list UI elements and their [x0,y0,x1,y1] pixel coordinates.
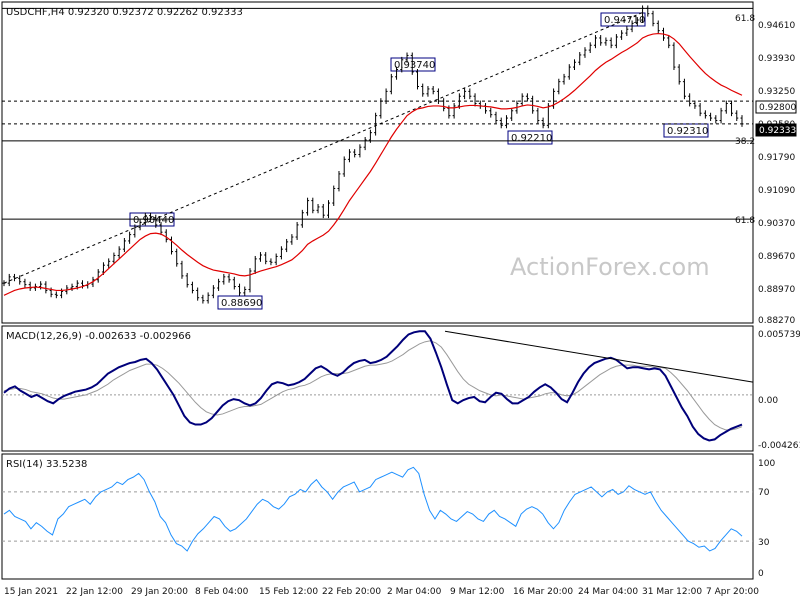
macd-series [2,330,754,442]
annotation-92210: 0.92210 [511,133,552,144]
xtick-5: 22 Feb 20:00 [322,587,381,597]
price-ytick-4: 0.91790 [758,153,795,163]
price-ytick-9: 0.88270 [758,316,795,326]
annotation-88690: 0.88690 [221,298,262,309]
annotation-93740: 0.93740 [394,60,435,71]
xtick-3: 8 Feb 04:00 [195,587,249,597]
rsi-ytick-0: 100 [758,459,775,469]
price-ytick-7: 0.89670 [758,252,795,262]
macd-ytick-0: 0.005739 [758,330,800,340]
price-guides [2,7,753,284]
price-series [2,5,744,304]
xtick-10: 31 Mar 12:00 [642,587,702,597]
fib-label-top: 61.8 [735,14,755,24]
price-ytick-2: 0.93250 [758,87,795,97]
fib-label-low: 61.8 [735,216,755,226]
xtick-4: 15 Feb 12:00 [259,587,318,597]
price-ytick-5: 0.91090 [758,186,795,196]
price-panel-frame [1,1,754,324]
price-trendline [3,11,644,284]
rsi-line [3,466,743,552]
rsi-ytick-3: 0 [758,569,764,579]
annotation-box-88690 [217,295,263,310]
price-ytick-1: 0.93930 [758,54,795,64]
moving-average [3,32,743,296]
rsi-panel-frame [1,453,754,580]
macd-trendline [444,330,754,383]
rsi-series [2,466,753,552]
xtick-9: 24 Mar 04:00 [578,587,638,597]
macd-panel-title: MACD(12,26,9) -0.002633 -0.002966 [6,331,191,342]
xtick-8: 16 Mar 20:00 [513,587,573,597]
price-panel-title: USDCHF,H4 0.92320 0.92372 0.92262 0.9233… [6,7,243,18]
macd-line [3,330,743,442]
rsi-panel-title: RSI(14) 33.5238 [6,459,87,470]
annotation-92310: 0.92310 [667,126,708,137]
macd-ytick-1: 0.00 [758,396,778,406]
price-ytick-8: 0.88970 [758,285,795,295]
xtick-6: 2 Mar 04:00 [387,587,442,597]
xtick-2: 29 Jan 20:00 [131,587,188,597]
macd-panel-frame [1,325,754,452]
level-tag-current: 0.92333 [759,126,796,136]
macd-signal-line [3,340,743,431]
price-ytick-6: 0.90370 [758,219,795,229]
xtick-7: 9 Mar 12:00 [450,587,505,597]
level-tag-92800-box [755,100,797,114]
moving-average-line [3,32,743,296]
rsi-ytick-2: 30 [758,538,770,548]
xtick-0: 15 Jan 2021 [4,587,58,597]
fib-label-mid: 38.2 [735,137,755,147]
macd-ytick-2: -0.004261 [758,441,800,451]
annotation-90440: 0.90440 [133,215,174,226]
price-ytick-0: 0.94610 [758,21,795,31]
xtick-1: 22 Jan 12:00 [66,587,123,597]
level-tag-current-box [755,123,797,137]
rsi-ytick-1: 70 [758,488,770,498]
xtick-11: 7 Apr 20:00 [706,587,759,597]
level-tag-92800: 0.92800 [759,103,796,113]
watermark: ActionForex.com [510,253,710,281]
